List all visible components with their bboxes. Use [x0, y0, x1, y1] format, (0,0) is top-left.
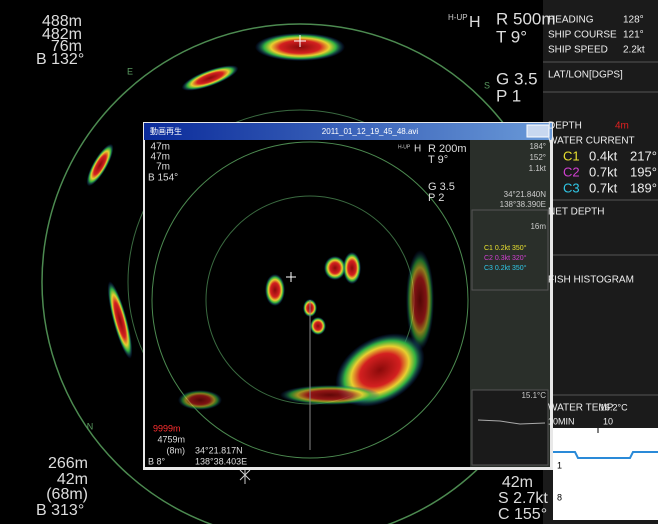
speed: S 2.7kt [498, 490, 548, 507]
depth-readout: 9999m [153, 423, 181, 433]
bearing: S [484, 80, 490, 90]
nav-value: 2.2kt [623, 45, 645, 56]
info-value: 34°21.840N [504, 190, 547, 199]
close-button[interactable] [526, 124, 550, 138]
temp-span: 10MIN [548, 416, 575, 426]
nav-value: 121° [623, 30, 644, 41]
info-value: 16m [530, 222, 546, 231]
nav-label: HEADING [548, 15, 594, 26]
gain: G 3.5 [496, 69, 538, 88]
target-readout: 4759m [157, 434, 185, 444]
range-readout: 482m [42, 26, 82, 43]
current: C2 0.3kt 320° [484, 254, 527, 262]
current: C1 0.2kt 350° [484, 244, 527, 252]
range-readout: B 132° [36, 51, 84, 68]
range-readout: 488m [42, 13, 82, 30]
current-speed: 0.4kt [589, 148, 618, 163]
playback-window[interactable] [143, 122, 553, 470]
target-readout: 42m [57, 471, 88, 488]
current: C3 0.2kt 350° [484, 264, 527, 272]
current-layer: C1 [563, 148, 580, 163]
current-speed: 0.7kt [589, 180, 618, 195]
range-readout: B 154° [148, 173, 178, 184]
bearing: N [87, 421, 94, 431]
heading-mark: H [469, 14, 481, 31]
range: R 500m [496, 9, 556, 28]
nav-label: SHIP SPEED [548, 45, 608, 56]
target-readout: B 313° [36, 502, 84, 519]
nav-label: SHIP COURSE [548, 30, 617, 41]
tilt: T 9° [428, 154, 448, 166]
net-depth-label: NET DEPTH [548, 207, 605, 218]
range-readout: 7m [156, 162, 170, 173]
current-label: WATER CURRENT [548, 136, 635, 147]
heading-mark: H [414, 144, 421, 155]
nav-value: 128° [623, 15, 644, 26]
target-readout: (68m) [46, 486, 88, 503]
range-readout: 76m [51, 38, 82, 55]
range-readout: 47m [151, 152, 170, 163]
current-direction: 217° [630, 148, 657, 163]
info-value: 184° [529, 142, 546, 151]
target-readout: (8m) [167, 445, 186, 455]
position-label: LAT/LON[DGPS] [548, 70, 623, 81]
temp-span-tick: 10 [603, 416, 613, 426]
tilt: T 9° [496, 27, 527, 46]
temp-value: 16.2°C [600, 402, 628, 412]
bearing: E [127, 66, 133, 76]
mode: H-UP [448, 13, 468, 22]
info-value: 138°38.390E [500, 200, 546, 209]
current-layer: C3 [563, 180, 580, 195]
preset: P 2 [428, 192, 444, 204]
temp-axis: 8 [557, 492, 562, 502]
mode: H-UP [398, 144, 411, 150]
window-file: 2011_01_12_19_45_48.avi [322, 127, 419, 136]
temp-axis: 1 [557, 460, 562, 470]
side-panel [543, 0, 658, 524]
depth-label: DEPTH [548, 121, 582, 132]
current-speed: 0.7kt [589, 164, 618, 179]
histogram-label: FISH HISTOGRAM [548, 275, 634, 286]
info-value: 1.1kt [529, 164, 547, 173]
info-value: 152° [529, 153, 546, 162]
depth-value: 4m [615, 121, 629, 132]
temp-label: WATER TEMP [548, 403, 614, 414]
target-readout: 42m [502, 474, 533, 491]
current-direction: 189° [630, 180, 657, 195]
range-readout: 47m [151, 142, 170, 153]
range: R 200m [428, 143, 467, 155]
target-readout: B 8° [148, 456, 166, 466]
current-layer: C2 [563, 164, 580, 179]
window-title: 動画再生 [150, 126, 182, 136]
preset: P 1 [496, 86, 521, 105]
course: C 155° [498, 506, 547, 523]
current-direction: 195° [630, 164, 657, 179]
temp: 15.1°C [521, 391, 546, 400]
position: 138°38.403E [195, 456, 247, 466]
target-readout: 266m [48, 455, 88, 472]
gain: G 3.5 [428, 181, 455, 193]
position: 34°21.817N [195, 445, 243, 455]
